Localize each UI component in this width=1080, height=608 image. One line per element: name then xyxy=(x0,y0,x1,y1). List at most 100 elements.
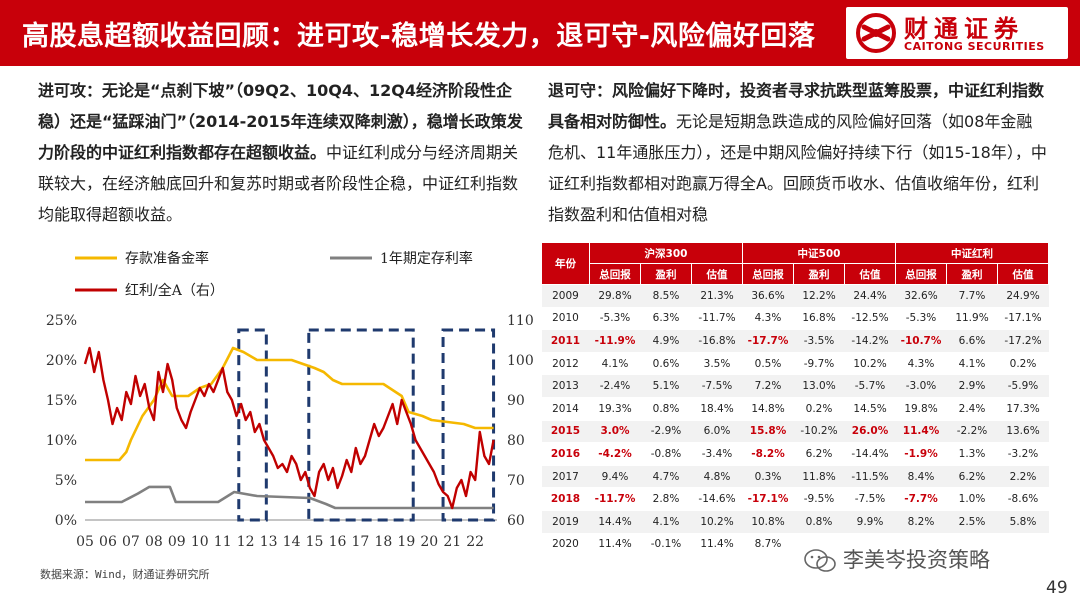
table-subheader: 估值 xyxy=(997,263,1049,285)
table-cell: 4.1% xyxy=(946,352,998,376)
y-right-tick-label: 100 xyxy=(507,353,534,369)
highlight-box xyxy=(307,328,415,522)
y-right-tick-label: 90 xyxy=(507,393,525,409)
series-line-1 xyxy=(85,346,494,462)
x-tick-label: 20 xyxy=(420,534,438,550)
wechat-icon xyxy=(804,549,836,572)
y-left-tick-label: 5% xyxy=(55,473,77,489)
table-subheader: 总回报 xyxy=(589,263,641,285)
series-line-2 xyxy=(85,485,494,510)
table-subheader: 估值 xyxy=(844,263,896,285)
x-tick-label: 16 xyxy=(329,534,347,550)
table-cell: 11.4% xyxy=(691,533,743,557)
x-tick-label: 21 xyxy=(443,534,461,550)
table-cell: 6.6% xyxy=(946,329,998,353)
table-cell: -0.8% xyxy=(640,442,692,466)
table-cell: -3.0% xyxy=(895,374,947,398)
x-tick-label: 19 xyxy=(397,534,415,550)
table-cell: -10.2% xyxy=(793,420,845,444)
x-tick-label: 17 xyxy=(352,534,370,550)
y-right-tick-label: 80 xyxy=(507,433,525,449)
table-subheader: 总回报 xyxy=(895,263,947,285)
data-source: 数据来源：Wind，财通证券研究所 xyxy=(40,568,210,581)
highlight-box xyxy=(441,328,496,522)
table-cell: -3.5% xyxy=(793,329,845,353)
table-row: 2016 -4.2% -0.8% -3.4% -8.2% 6.2% -14.4% -1.9% 1… xyxy=(541,442,1049,466)
table-cell: -17.2% xyxy=(997,329,1049,353)
table-subheader: 盈利 xyxy=(946,263,998,285)
table-cell: 8.7% xyxy=(742,533,794,557)
table-row: 2012 4.1% 0.6% 3.5% 0.5% -9.7% 10.2% 4.3% 4.1% 0.… xyxy=(541,352,1049,376)
table-cell: -9.7% xyxy=(793,352,845,376)
returns-table: 年份 沪深300 中证500 中证红利 总回报 盈利 估值 总回报 盈利 估值 总回报 盈利估… xyxy=(541,242,1049,557)
table-cell: 24.4% xyxy=(844,284,896,308)
table-cell: 8.5% xyxy=(640,284,692,308)
table-cell: 0.8% xyxy=(640,397,692,421)
table-cell-year: 2010 xyxy=(541,307,590,331)
table-row: 2013 -2.4% 5.1% -7.5% 7.2% 13.0% -5.7% -3.0% 2.9… xyxy=(541,374,1049,398)
table-cell: -3.2% xyxy=(997,442,1049,466)
table-cell: 11.4% xyxy=(589,533,641,557)
y-left-tick-label: 25% xyxy=(46,313,77,329)
y-right-tick-label: 110 xyxy=(507,313,534,329)
table-cell: 0.8% xyxy=(793,510,845,534)
y-right-tick-label: 70 xyxy=(507,473,525,489)
table-cell: -4.2% xyxy=(589,442,641,466)
table-cell-year: 2011 xyxy=(541,329,590,353)
table-cell: 13.6% xyxy=(997,420,1049,444)
returns-table-grid: 年份 沪深300 中证500 中证红利 总回报 盈利 估值 总回报 盈利 估值 总回报 盈利估… xyxy=(541,242,1049,557)
table-cell: 10.8% xyxy=(742,510,794,534)
table-cell: 12.2% xyxy=(793,284,845,308)
table-row: 2018 -11.7% 2.8% -14.6% -17.1% -9.5% -7.5% -7.7… xyxy=(541,487,1049,511)
x-tick-label: 14 xyxy=(283,534,301,550)
table-cell xyxy=(946,533,998,557)
table-cell: -11.9% xyxy=(589,329,641,353)
table-cell: 9.4% xyxy=(589,465,641,489)
table-cell: 4.3% xyxy=(742,307,794,331)
table-cell: 0.3% xyxy=(742,465,794,489)
table-cell: 14.8% xyxy=(742,397,794,421)
right-paragraph: 退可守：风险偏好下降时，投资者寻求抗跌型蓝筹股票，中证红利指数具备相对防御性。无… xyxy=(548,75,1048,230)
table-cell xyxy=(895,533,947,557)
table-cell: -5.7% xyxy=(844,374,896,398)
table-row: 2011 -11.9% 4.9% -16.8% -17.7% -3.5% -14.2% -10… xyxy=(541,329,1049,353)
right-bold-text: 退可守：风险偏好下降时，投资者寻求抗跌型蓝筹股票，中证红利指数具备相对防御性。 xyxy=(548,81,1045,131)
table-cell: -5.3% xyxy=(895,307,947,331)
table-cell: 2.4% xyxy=(946,397,998,421)
table-row: 2020 11.4% -0.1% 11.4% 8.7% xyxy=(541,533,1049,557)
y-left-tick-label: 0% xyxy=(55,513,77,529)
table-cell: 0.5% xyxy=(742,352,794,376)
table-cell: 8.4% xyxy=(895,465,947,489)
right-normal-text: 无论是短期急跌造成的风险偏好回落（如08年金融危机、11年通胀压力），还是中期风… xyxy=(548,112,1047,224)
table-cell-year: 2009 xyxy=(541,284,590,308)
table-cell: 4.9% xyxy=(640,329,692,353)
table-cell: 1.3% xyxy=(946,442,998,466)
table-cell: 14.5% xyxy=(844,397,896,421)
highlight-box xyxy=(237,328,268,522)
table-header-year: 年份 xyxy=(541,242,590,285)
table-cell: 29.8% xyxy=(589,284,641,308)
table-cell: 3.5% xyxy=(691,352,743,376)
table-cell-year: 2020 xyxy=(541,533,590,557)
table-cell: 4.7% xyxy=(640,465,692,489)
table-cell-year: 2017 xyxy=(541,465,590,489)
table-cell: 2.5% xyxy=(946,510,998,534)
company-logo: 财通证券 CAITONG SECURITIES xyxy=(846,7,1068,59)
y-left-tick-label: 10% xyxy=(46,433,77,449)
table-header-group: 沪深300 xyxy=(589,242,743,264)
table-cell: 4.1% xyxy=(640,510,692,534)
caitong-logo-icon xyxy=(856,13,896,53)
table-cell: 7.2% xyxy=(742,374,794,398)
table-cell: 6.3% xyxy=(640,307,692,331)
table-cell: -16.8% xyxy=(691,329,743,353)
x-tick-label: 07 xyxy=(122,534,140,550)
table-cell: 11.9% xyxy=(946,307,998,331)
table-cell: -2.4% xyxy=(589,374,641,398)
table-cell: -0.1% xyxy=(640,533,692,557)
table-cell: 9.9% xyxy=(844,510,896,534)
table-cell: 13.0% xyxy=(793,374,845,398)
table-row: 2019 14.4% 4.1% 10.2% 10.8% 0.8% 9.9% 8.2% 2.5% 5… xyxy=(541,510,1049,534)
table-cell: 26.0% xyxy=(844,420,896,444)
table-row: 2015 3.0% -2.9% 6.0% 15.8% -10.2% 26.0% 11.4% -2… xyxy=(541,420,1049,444)
table-cell: 4.3% xyxy=(895,352,947,376)
